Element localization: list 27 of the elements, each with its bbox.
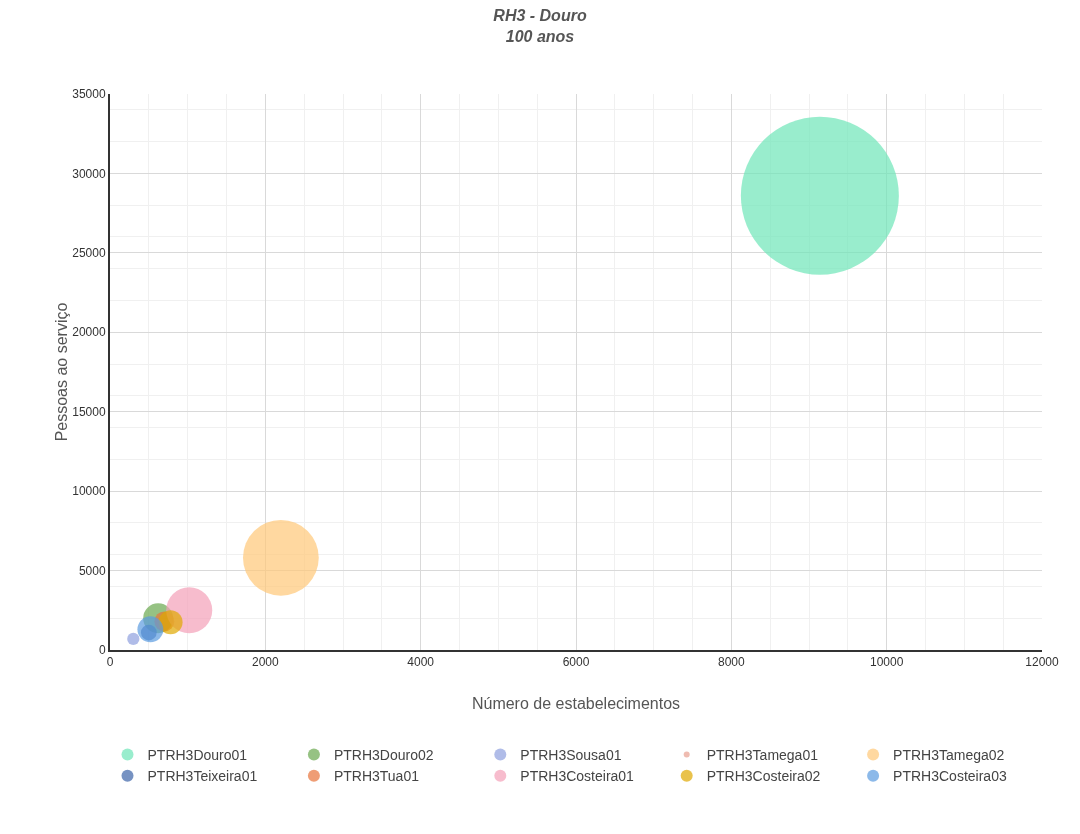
legend-label: PTRH3Tua01 <box>333 768 420 785</box>
y-tick-label: 0 <box>98 643 106 658</box>
x-tick-label: 12000 <box>1025 655 1060 670</box>
x-tick-label: 10000 <box>869 655 904 670</box>
legend-label: PTRH3Costeira03 <box>893 768 1007 785</box>
x-tick-label: 6000 <box>562 655 590 670</box>
x-axis-title: Número de estabelecimentos <box>471 695 681 712</box>
y-axis-title: Pessoas ao serviço <box>53 302 70 442</box>
legend-label: PTRH3Tamega01 <box>706 747 819 764</box>
legend-label: PTRH3Sousa01 <box>520 747 622 764</box>
y-tick-label: 30000 <box>72 166 106 181</box>
legend-label: PTRH3Teixeira01 <box>147 768 258 785</box>
legend-label: PTRH3Douro02 <box>333 747 434 764</box>
y-tick-label: 20000 <box>72 325 106 340</box>
legend-label: PTRH3Tamega02 <box>893 747 1005 764</box>
y-tick-label: 35000 <box>72 87 106 102</box>
y-tick-label: 5000 <box>78 563 106 578</box>
legend-label: PTRH3Costeira01 <box>520 768 635 785</box>
y-tick-label: 15000 <box>72 404 106 419</box>
x-tick-label: 2000 <box>251 655 279 670</box>
x-tick-label: 4000 <box>407 655 435 670</box>
y-tick-label: 25000 <box>72 246 106 261</box>
legend-label: PTRH3Douro01 <box>147 747 248 764</box>
chart-title: RH3 - Douro 100 anos <box>493 6 587 45</box>
x-tick-label: 8000 <box>717 655 745 670</box>
y-tick-label: 10000 <box>72 484 106 499</box>
legend-label: PTRH3Costeira02 <box>706 768 821 785</box>
